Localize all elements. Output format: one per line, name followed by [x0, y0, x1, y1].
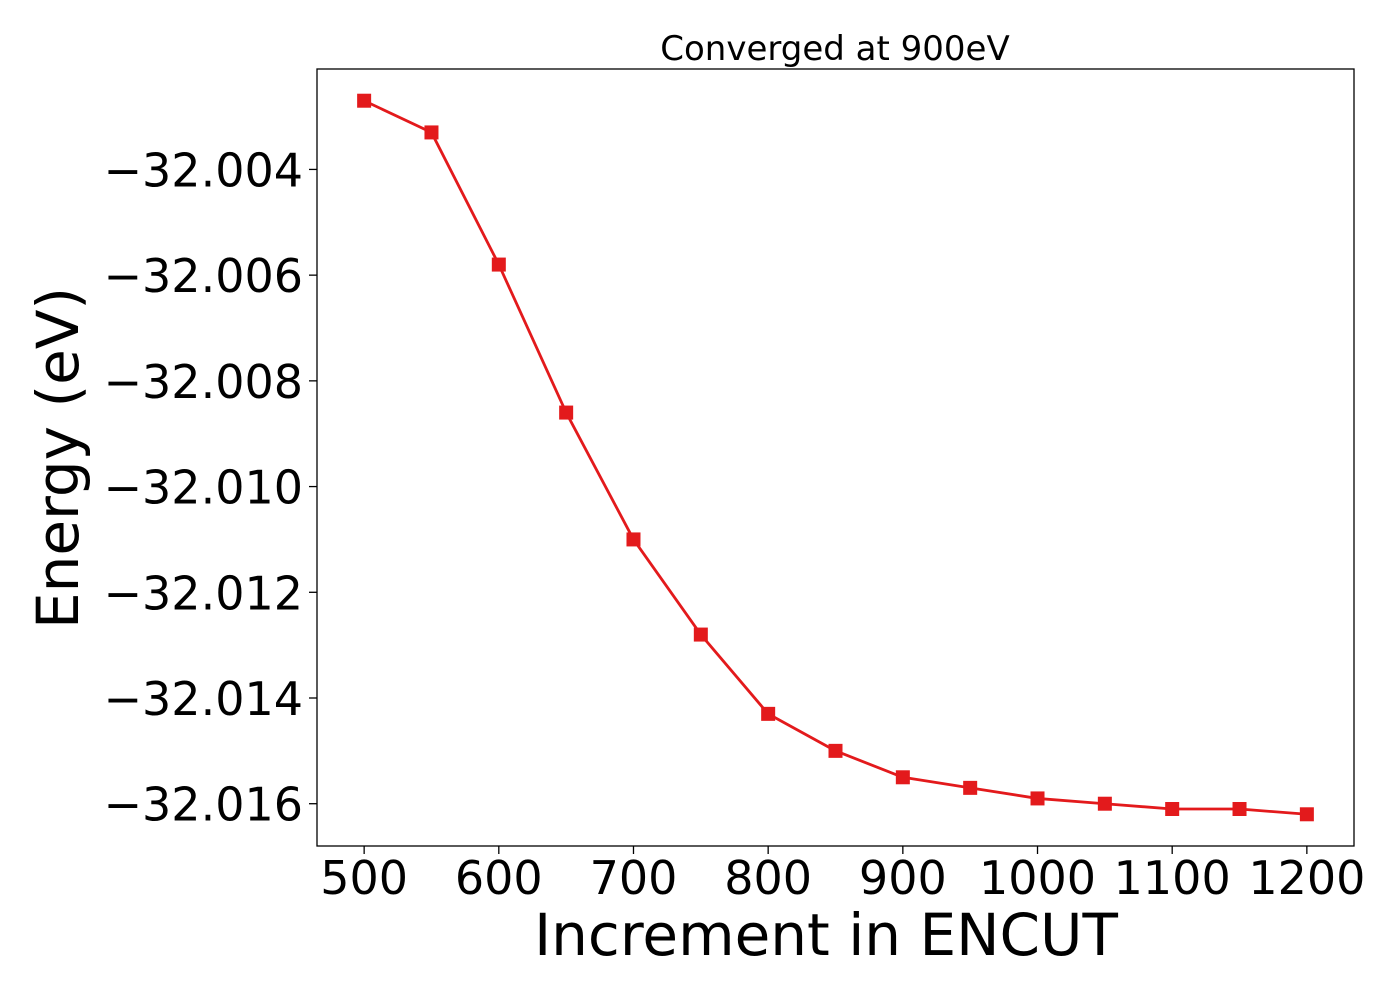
x-tick-label: 900 [859, 851, 947, 905]
data-point-marker [626, 532, 641, 547]
data-point-marker [895, 770, 910, 785]
plot-frame [316, 68, 1355, 847]
chart-title: Converged at 900eV [660, 29, 1009, 69]
data-point-marker [491, 257, 506, 272]
y-tick-label: −32.006 [104, 249, 304, 303]
y-tick-label: −32.008 [104, 355, 304, 409]
y-tick-label: −32.012 [104, 566, 304, 620]
x-tick-label: 500 [320, 851, 408, 905]
y-tick-label: −32.014 [104, 672, 304, 726]
x-tick-label: 1200 [1248, 851, 1365, 905]
data-point-marker [357, 93, 372, 108]
series-line [363, 99, 1307, 816]
x-tick-label: 800 [724, 851, 812, 905]
data-point-marker [559, 405, 574, 420]
data-point-marker [963, 780, 978, 795]
data-point-marker [1097, 796, 1112, 811]
data-point-marker [1165, 802, 1180, 816]
x-tick-label: 1000 [979, 851, 1096, 905]
x-tick-label: 600 [455, 851, 543, 905]
data-point-marker [761, 706, 776, 721]
data-point-marker [1030, 791, 1045, 806]
y-tick-label: −32.010 [104, 461, 304, 515]
y-tick-label: −32.004 [104, 143, 304, 197]
data-point-marker [1299, 807, 1314, 822]
data-point-marker [693, 627, 708, 642]
x-axis-label: Increment in ENCUT [534, 901, 1118, 969]
data-point-marker [1232, 802, 1247, 816]
x-tick-label: 1100 [1114, 851, 1231, 905]
x-tick-label: 700 [590, 851, 678, 905]
plot-area: 500 600 700 800 900 1000 1100 1200 −32.004 −32.00… [104, 68, 1365, 905]
y-axis-label: Energy (eV) [24, 287, 92, 629]
y-tick-label: −32.016 [104, 778, 304, 832]
data-point-marker [828, 743, 843, 758]
data-point-marker [424, 125, 439, 140]
